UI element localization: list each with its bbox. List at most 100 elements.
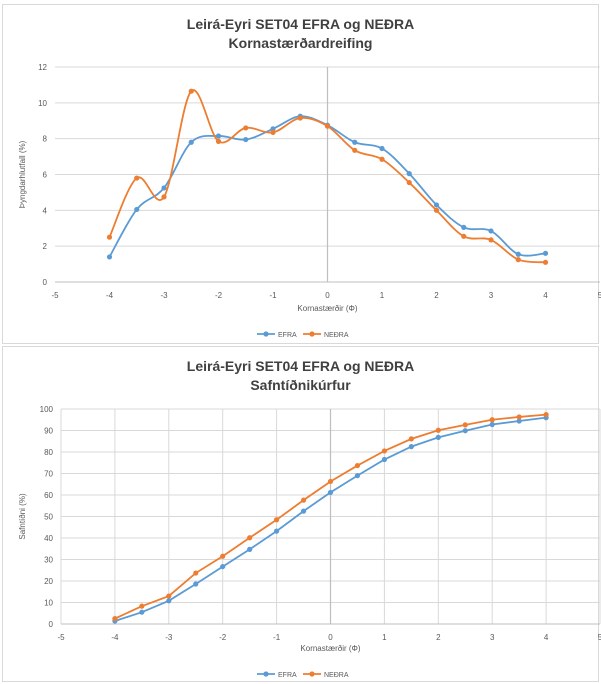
- data-point-nedra: [139, 603, 145, 609]
- data-point-efra: [516, 418, 522, 424]
- x-tick-label: 0: [325, 291, 330, 300]
- y-tick-label: 0: [43, 278, 48, 287]
- x-tick-label: -4: [111, 633, 119, 642]
- data-point-efra: [193, 581, 199, 587]
- data-point-efra: [161, 185, 167, 191]
- chart-cumulative-frequency: 0 10 20 30 40 50 60 70 80 90 100 -5 -4 -3 -2 -1 0 1 2 3 4 5 Ko…: [18, 405, 601, 679]
- legend-label: EFRA: [278, 672, 297, 679]
- x-tick-label: -3: [160, 291, 168, 300]
- data-point-nedra: [327, 478, 334, 485]
- y-tick-label: 40: [44, 534, 53, 543]
- chart-title: Leirá-Eyri SET04 EFRA og NEÐRA: [186, 16, 415, 32]
- data-point-nedra: [134, 175, 140, 181]
- data-point-nedra: [461, 233, 467, 239]
- y-tick-label: 80: [44, 448, 53, 457]
- y-tick-label: 4: [43, 206, 48, 215]
- x-tick-label: 1: [382, 633, 387, 642]
- x-tick-label: -3: [165, 633, 173, 642]
- data-point-efra: [381, 456, 387, 463]
- data-point-efra: [134, 206, 140, 213]
- chart-panel-size-distribution: Leirá-Eyri SET04 EFRA og NEÐRA Kornastær…: [2, 4, 601, 344]
- data-point-nedra: [516, 414, 522, 420]
- data-point-efra: [435, 434, 441, 440]
- legend-marker: [309, 671, 315, 677]
- data-point-nedra: [166, 593, 172, 599]
- data-point-nedra: [297, 115, 303, 121]
- data-point-nedra: [489, 417, 495, 423]
- data-point-efra: [408, 444, 414, 450]
- data-point-nedra: [354, 462, 361, 469]
- y-tick-label: 100: [40, 405, 54, 414]
- data-point-nedra: [408, 436, 414, 442]
- series-line-nedra: [108, 89, 546, 264]
- data-point-efra: [243, 136, 249, 143]
- data-point-nedra: [352, 147, 358, 153]
- data-point-efra: [406, 171, 412, 177]
- data-point-efra: [166, 598, 172, 604]
- y-tick-label: 60: [44, 491, 53, 500]
- x-tick-label: 4: [544, 633, 549, 642]
- y-tick-label: 10: [44, 599, 53, 608]
- data-point-nedra: [543, 411, 549, 418]
- data-point-efra: [354, 473, 361, 479]
- legend-label: NEÐRA: [324, 332, 349, 339]
- x-tick-label: 4: [543, 291, 548, 300]
- legend-label: NEÐRA: [324, 672, 349, 679]
- y-axis-title: Þyngdarhlutfall (%): [18, 140, 27, 208]
- y-tick-label: 6: [43, 171, 48, 180]
- data-point-nedra: [488, 237, 494, 243]
- x-axis-title: Kornastærðir (Φ): [297, 304, 358, 313]
- x-tick-label: 2: [434, 291, 439, 300]
- chart-subtitle: Kornastærðardreifing: [228, 35, 373, 51]
- legend-marker: [263, 331, 269, 337]
- x-tick-label: -1: [269, 291, 277, 300]
- data-point-nedra: [215, 138, 222, 144]
- x-axis-title: Kornastærðir (Φ): [300, 644, 361, 653]
- data-point-efra: [300, 508, 307, 514]
- x-tick-label: 0: [328, 633, 333, 642]
- y-tick-label: 20: [44, 577, 53, 586]
- data-point-nedra: [381, 448, 387, 454]
- data-point-nedra: [193, 570, 199, 576]
- x-tick-label: -4: [106, 291, 114, 300]
- x-tick-label: -1: [273, 633, 281, 642]
- data-point-efra: [247, 546, 253, 552]
- data-point-efra: [220, 563, 226, 570]
- data-point-efra: [462, 428, 468, 434]
- data-point-efra: [215, 133, 222, 139]
- data-point-nedra: [243, 125, 249, 131]
- chart-panel-cumulative: Leirá-Eyri SET04 EFRA og NEÐRA Safntíðni…: [2, 346, 601, 682]
- data-point-nedra: [270, 129, 276, 135]
- y-tick-label: 8: [43, 135, 48, 144]
- chart-subtitle: Safntíðnikúrfur: [250, 377, 351, 393]
- data-point-nedra: [300, 497, 307, 503]
- data-point-nedra: [161, 194, 167, 200]
- data-point-efra: [542, 250, 549, 256]
- data-point-nedra: [435, 427, 441, 433]
- data-point-efra: [352, 139, 358, 145]
- data-point-nedra: [220, 553, 226, 559]
- data-point-nedra: [433, 207, 440, 213]
- data-point-nedra: [462, 422, 468, 428]
- data-point-nedra: [106, 234, 113, 240]
- y-tick-label: 50: [44, 513, 53, 522]
- data-point-nedra: [188, 88, 194, 94]
- data-point-efra: [274, 528, 280, 534]
- data-point-efra: [433, 202, 440, 208]
- data-point-efra: [379, 145, 385, 152]
- chart-title: Leirá-Eyri SET04 EFRA og NEÐRA: [186, 358, 415, 374]
- x-tick-label: 1: [380, 291, 385, 300]
- data-point-nedra: [406, 179, 412, 186]
- data-point-efra: [488, 228, 494, 234]
- x-tick-label: 3: [490, 633, 495, 642]
- data-point-nedra: [542, 259, 549, 265]
- data-point-efra: [106, 254, 113, 260]
- data-point-efra: [139, 609, 145, 615]
- y-axis-title: Safntíðni (%): [18, 493, 27, 540]
- data-point-nedra: [247, 535, 253, 541]
- data-point-efra: [461, 224, 467, 230]
- data-point-efra: [515, 251, 521, 257]
- data-point-efra: [489, 421, 495, 428]
- data-point-nedra: [324, 123, 331, 129]
